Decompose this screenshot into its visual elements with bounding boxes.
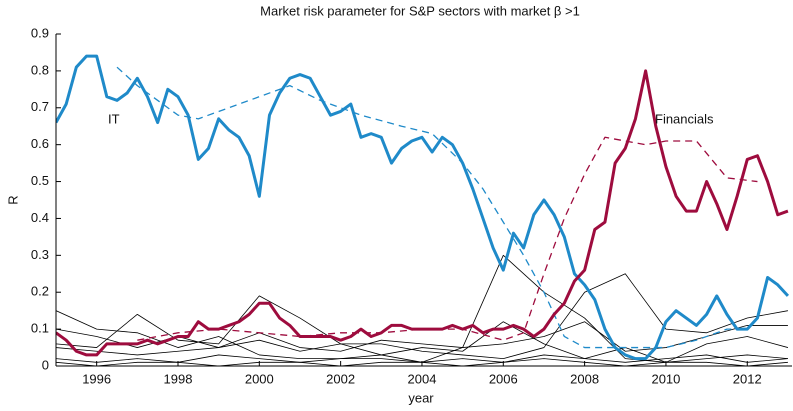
plot-area — [56, 54, 790, 366]
series-line — [56, 69, 789, 357]
y-tick-label: 0.3 — [31, 247, 49, 262]
x-axis-label: year — [408, 390, 434, 405]
x-tick-label: 2000 — [245, 371, 274, 386]
x-tick-label: 2006 — [489, 371, 518, 386]
x-tick-label: 2008 — [570, 371, 599, 386]
y-axis-label: R — [5, 195, 20, 204]
y-tick-label: 0.8 — [31, 62, 49, 77]
series-line — [137, 136, 758, 341]
series-line — [56, 321, 788, 352]
chart-title: Market risk parameter for S&P sectors wi… — [260, 3, 580, 18]
x-tick-label: 2012 — [733, 371, 762, 386]
y-tick-label: 0 — [42, 357, 49, 372]
x-tick-label: 2004 — [408, 371, 437, 386]
y-tick-label: 0.2 — [31, 284, 49, 299]
y-tick-label: 0.1 — [31, 321, 49, 336]
y-tick-label: 0.5 — [31, 173, 49, 188]
x-tick-label: 1996 — [82, 371, 111, 386]
x-tick-label: 1998 — [164, 371, 193, 386]
y-tick-label: 0.4 — [31, 210, 49, 225]
x-tick-label: 2010 — [651, 371, 680, 386]
y-tick-label: 0.6 — [31, 136, 49, 151]
y-tick-label: 0.9 — [31, 25, 49, 40]
series-line — [56, 273, 789, 360]
annotation: Financials — [655, 111, 714, 126]
annotation: IT — [108, 111, 120, 126]
series-line — [56, 254, 788, 363]
y-tick-label: 0.7 — [31, 99, 49, 114]
series-line — [56, 54, 790, 361]
x-tick-label: 2002 — [326, 371, 355, 386]
